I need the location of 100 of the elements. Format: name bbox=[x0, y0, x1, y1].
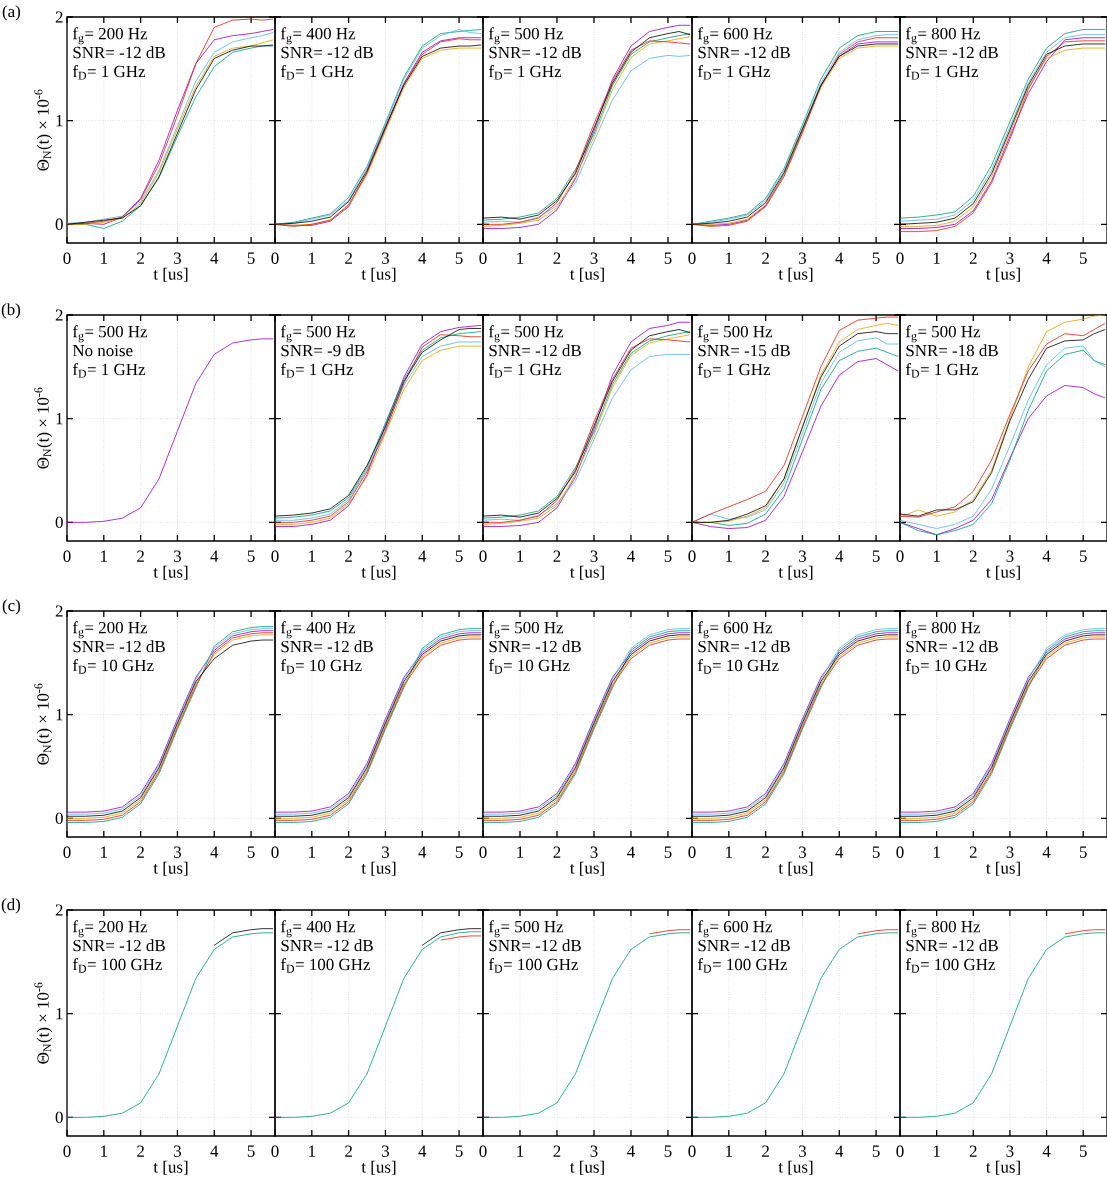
x-tick-label: 5 bbox=[247, 1145, 255, 1157]
annotation: SNR= -12 dB bbox=[489, 640, 581, 653]
x-tick-label: 2 bbox=[969, 846, 977, 858]
x-tick-label: 3 bbox=[1006, 550, 1014, 562]
x-tick-label: 0 bbox=[896, 550, 904, 562]
x-tick-label: 2 bbox=[969, 1145, 977, 1157]
x-tick-label: 1 bbox=[726, 1145, 733, 1157]
chart-title: (d) bbox=[1, 898, 21, 914]
x-tick-label: 1 bbox=[726, 252, 733, 264]
x-tick-label: 0 bbox=[479, 846, 487, 858]
annotation: SNR= -12 dB bbox=[489, 939, 581, 952]
x-tick-label: 4 bbox=[627, 846, 635, 858]
annotation: f$_{g}$= 400 Hz bbox=[280, 27, 356, 45]
x-tick-label: 5 bbox=[664, 1145, 672, 1157]
annotation: f$_{g}$= 500 Hz bbox=[905, 325, 981, 343]
x-tick-label: 4 bbox=[1042, 550, 1051, 562]
x-tick-label: 5 bbox=[664, 252, 672, 264]
y-axis-title: Θ$_{N}$(t) × 10$^{-6}$ bbox=[34, 89, 53, 171]
x-axis-title: t [us] bbox=[986, 565, 1020, 580]
x-axis-title: t [us] bbox=[361, 861, 396, 876]
x-tick-label: 2 bbox=[553, 1145, 561, 1157]
x-axis-title: t [us] bbox=[986, 267, 1020, 282]
x-tick-label: 3 bbox=[174, 1145, 182, 1157]
x-tick-label: 3 bbox=[590, 550, 598, 562]
x-tick-label: 4 bbox=[627, 252, 635, 264]
x-tick-label: 0 bbox=[271, 252, 279, 264]
x-axis-title: t [us] bbox=[778, 1160, 813, 1175]
x-tick-label: 3 bbox=[174, 252, 182, 264]
x-tick-label: 1 bbox=[309, 550, 316, 562]
x-tick-label: 5 bbox=[872, 252, 880, 264]
x-tick-label: 5 bbox=[872, 846, 880, 858]
annotation: f$_{g}$= 200 Hz bbox=[72, 621, 148, 639]
x-tick-label: 1 bbox=[309, 252, 316, 264]
y-tick-label: 0 bbox=[55, 1111, 63, 1124]
x-tick-label: 1 bbox=[933, 846, 940, 858]
y-tick-label: 0 bbox=[55, 218, 63, 231]
annotation: f$_{g}$= 800 Hz bbox=[905, 621, 981, 639]
x-tick-label: 3 bbox=[590, 846, 598, 858]
x-tick-label: 1 bbox=[726, 846, 733, 858]
x-tick-label: 4 bbox=[1042, 846, 1051, 858]
x-tick-label: 4 bbox=[210, 550, 219, 562]
x-tick-label: 5 bbox=[872, 1145, 880, 1157]
x-tick-label: 4 bbox=[835, 550, 844, 562]
y-tick-label: 2 bbox=[55, 605, 63, 617]
annotation: SNR= -12 dB bbox=[489, 46, 581, 59]
x-tick-label: 4 bbox=[627, 550, 635, 562]
x-tick-label: 3 bbox=[174, 550, 182, 562]
x-tick-label: 2 bbox=[553, 846, 561, 858]
x-tick-label: 0 bbox=[688, 550, 696, 562]
annotation: f$_{D}$= 100 GHz bbox=[280, 958, 370, 973]
y-axis-title: Θ$_{N}$(t) × 10$^{-6}$ bbox=[34, 387, 53, 469]
annotation: f$_{D}$= 1 GHz bbox=[72, 363, 146, 378]
x-tick-label: 5 bbox=[1079, 252, 1087, 264]
x-tick-label: 2 bbox=[762, 846, 769, 858]
x-tick-label: 4 bbox=[835, 846, 844, 858]
x-tick-label: 2 bbox=[969, 550, 977, 562]
annotation: f$_{D}$= 1 GHz bbox=[488, 363, 562, 378]
annotation: SNR= -12 dB bbox=[281, 939, 373, 952]
x-tick-label: 4 bbox=[627, 1145, 635, 1157]
x-tick-label: 3 bbox=[799, 1145, 807, 1157]
x-tick-label: 0 bbox=[896, 252, 904, 264]
annotation: f$_{D}$= 1 GHz bbox=[697, 363, 771, 378]
x-tick-label: 4 bbox=[835, 1145, 844, 1157]
chart-title: (b) bbox=[1, 303, 21, 319]
y-tick-label: 1 bbox=[56, 413, 63, 425]
annotation: f$_{D}$= 1 GHz bbox=[697, 65, 771, 80]
x-tick-label: 5 bbox=[1079, 1145, 1087, 1157]
x-axis-title: t [us] bbox=[778, 565, 813, 580]
x-tick-label: 2 bbox=[137, 252, 144, 264]
annotation: SNR= -12 dB bbox=[281, 46, 373, 59]
x-tick-label: 2 bbox=[553, 252, 561, 264]
x-tick-label: 0 bbox=[688, 1145, 696, 1157]
x-tick-label: 0 bbox=[896, 1145, 904, 1157]
annotation: SNR= -18 dB bbox=[906, 344, 998, 357]
annotation: f$_{g}$= 500 Hz bbox=[697, 325, 773, 343]
annotation: SNR= -12 dB bbox=[73, 640, 165, 653]
annotation: f$_{g}$= 500 Hz bbox=[488, 325, 564, 343]
x-tick-label: 0 bbox=[479, 1145, 487, 1157]
annotation: f$_{D}$= 10 GHz bbox=[697, 659, 779, 674]
annotation: SNR= -12 dB bbox=[73, 939, 165, 952]
x-tick-label: 4 bbox=[418, 550, 427, 562]
annotation: f$_{g}$= 600 Hz bbox=[697, 27, 773, 45]
annotation: f$_{D}$= 10 GHz bbox=[488, 659, 570, 674]
annotation: f$_{D}$= 100 GHz bbox=[697, 958, 787, 973]
annotation: SNR= -12 dB bbox=[906, 640, 998, 653]
x-axis-title: t [us] bbox=[153, 861, 188, 876]
x-tick-label: 3 bbox=[1006, 1145, 1014, 1157]
annotation: SNR= -12 dB bbox=[906, 46, 998, 59]
x-tick-label: 2 bbox=[345, 846, 352, 858]
chart-title: (c) bbox=[2, 599, 21, 615]
x-axis-title: t [us] bbox=[986, 861, 1020, 876]
x-tick-label: 3 bbox=[1006, 846, 1014, 858]
x-tick-label: 0 bbox=[271, 550, 279, 562]
x-tick-label: 5 bbox=[455, 1145, 463, 1157]
x-tick-label: 4 bbox=[835, 252, 844, 264]
x-tick-label: 2 bbox=[345, 1145, 352, 1157]
x-tick-label: 2 bbox=[137, 550, 144, 562]
annotation: f$_{g}$= 500 Hz bbox=[280, 325, 356, 343]
x-tick-label: 1 bbox=[726, 550, 733, 562]
x-tick-label: 5 bbox=[247, 252, 255, 264]
